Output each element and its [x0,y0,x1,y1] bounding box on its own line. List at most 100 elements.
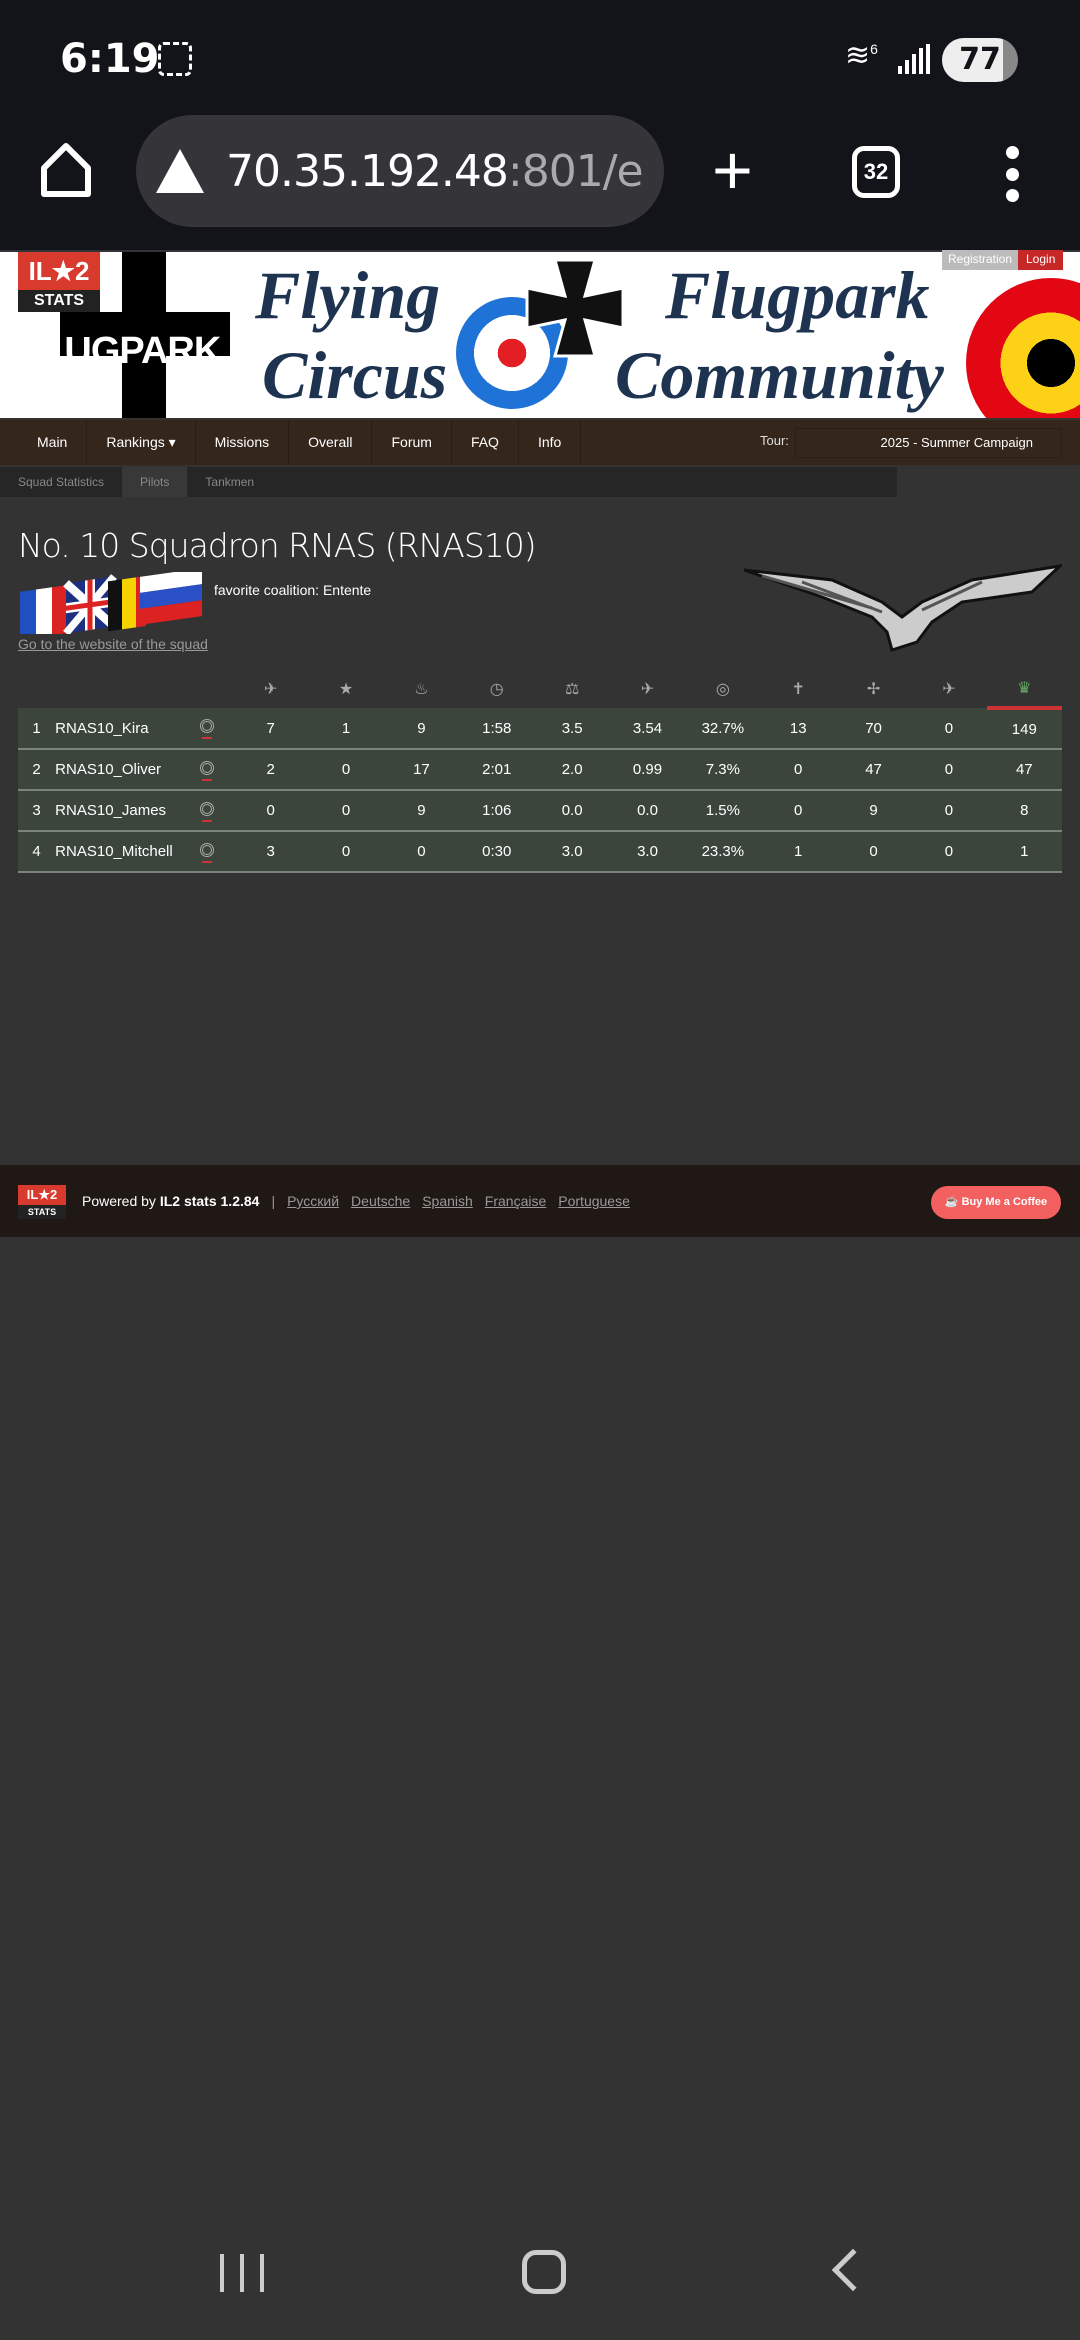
stat-cell: 0 [911,749,987,791]
stat-cell: 8 [986,790,1062,832]
back-button[interactable] [831,2248,875,2292]
stat-cell: 0 [383,831,460,873]
squad-website-link[interactable]: Go to the website of the squad [18,636,208,652]
nav-missions[interactable]: Missions [196,420,290,465]
target-icon[interactable] [199,842,214,863]
aircraft-ratio-icon[interactable]: ✈ [640,681,655,698]
target-icon[interactable] [199,719,214,739]
tab-tankmen[interactable]: Tankmen [205,475,255,489]
balance-icon[interactable]: ⚖ [564,681,580,698]
stat-cell: 2:01 [459,749,535,791]
registration-link[interactable]: Registration [942,250,1019,270]
tab-count-button[interactable]: 32 [852,146,900,198]
stat-cell: 3.5 [534,708,610,750]
stat-cell: 3.0 [609,831,686,873]
buy-me-a-coffee-button[interactable]: ☕ Buy Me a Coffee [931,1186,1061,1219]
system-home-button[interactable] [522,2250,566,2294]
tab-squad-statistics[interactable]: Squad Statistics [18,475,105,489]
stat-cell: 0.0 [609,790,686,832]
stat-cell: 2.0 [534,749,610,791]
clock-icon[interactable]: ◷ [489,681,504,698]
home-icon[interactable] [40,142,92,198]
table-row[interactable]: 2 RNAS10_Oliver 2 0 17 2:01 2.0 0.99 7.3% 0 47 0 47 [18,749,1062,791]
battery-icon: 77 [942,38,1018,82]
pilots-table: ✈ ★ ♨ ◷ ⚖ ✈ ◎ ✝ ✢ ✈ ♛ 1 RNAS10_Kira 7 1 9 1:58 3.5 3.54 32… [18,670,1062,873]
nav-forum[interactable]: Forum [372,420,452,465]
il2-stats-logo[interactable]: IL★2 STATS [18,252,100,312]
aircraft-kills-icon[interactable]: ✈ [263,681,278,698]
pilot-name[interactable]: RNAS10_Oliver [55,749,181,791]
target-icon[interactable]: ◎ [715,681,730,698]
target-icon[interactable] [199,801,214,822]
table-row[interactable]: 1 RNAS10_Kira 7 1 9 1:58 3.5 3.54 32.7% 13 70 0 149 [18,708,1062,750]
stat-cell: 23.3% [685,831,761,873]
aircraft-icon[interactable]: ✢ [866,681,881,698]
lang-german[interactable]: Deutsche [351,1193,411,1209]
black-cross-bar [60,312,230,356]
lang-spanish[interactable]: Spanish [422,1193,473,1209]
lang-portuguese[interactable]: Portuguese [558,1193,630,1209]
more-menu-icon[interactable] [1000,146,1024,202]
sub-nav: Squad Statistics Pilots Tankmen [0,467,897,497]
stat-cell: 0.99 [609,749,686,791]
stat-cell: 0 [911,831,987,873]
signal-icon [898,44,930,74]
new-tab-button[interactable]: + [712,131,753,209]
pilot-target-cell[interactable] [180,749,234,791]
tab-pilots[interactable]: Pilots [122,467,188,497]
nav-main[interactable]: Main [18,420,88,465]
trophy-icon[interactable]: ♛ [986,670,1062,710]
stat-cell: 0 [308,749,384,791]
bomber-icon[interactable]: ✈ [942,681,956,698]
star-icon[interactable]: ★ [338,681,354,698]
status-time: 6:19 [60,36,160,82]
stat-cell: 3.0 [534,831,610,873]
favorite-coalition: favorite coalition: Entente [214,582,372,598]
light-aircraft-icon[interactable]: ✝ [791,681,805,698]
table-row[interactable]: 4 RNAS10_Mitchell 3 0 0 0:30 3.0 3.0 23.3% 1 0 0 1 [18,831,1062,873]
rank: 2 [18,749,56,791]
banner-title-1: Flying [255,257,441,333]
stat-cell: 149 [986,708,1062,750]
pilot-target-cell[interactable] [180,708,234,750]
nav-rankings[interactable]: Rankings ▾ [87,420,196,465]
table-row[interactable]: 3 RNAS10_James 0 0 9 1:06 0.0 0.0 1.5% 0 9 0 8 [18,790,1062,832]
stat-cell: 1 [986,831,1062,873]
lang-french[interactable]: Française [484,1193,547,1209]
target-icon[interactable] [199,760,214,781]
url-bar[interactable]: 70.35.192.48:801/en/| [136,115,664,227]
stat-cell: 0 [233,790,309,832]
recent-apps-button[interactable] [220,2254,264,2292]
coffee-cup-icon: ☕ [944,1196,962,1208]
nav-overall[interactable]: Overall [289,420,373,465]
stat-cell: 7.3% [685,749,761,791]
squad-eagle-emblem [743,564,1062,652]
pilot-target-cell[interactable] [180,831,234,873]
stat-cell: 9 [383,708,460,750]
tour-label: Tour: [760,433,789,448]
stat-cell: 0 [760,790,836,832]
site-banner: FLUGPARK IL★2 STATS Flying Circus Flugpar… [0,252,1080,418]
url-text[interactable]: 70.35.192.48:801/en/| [226,145,646,197]
lang-russian[interactable]: Русский [287,1193,340,1209]
tour-select[interactable]: 2025 - Summer Campaign [795,428,1062,458]
stat-cell: 0 [308,790,384,832]
table-header: ✈ ★ ♨ ◷ ⚖ ✈ ◎ ✝ ✢ ✈ ♛ [18,670,1062,710]
separator: | [271,1193,276,1209]
nav-info[interactable]: Info [519,420,582,465]
stat-cell: 17 [383,749,460,791]
stat-cell: 47 [986,749,1062,791]
rank: 3 [18,790,56,832]
pilot-name[interactable]: RNAS10_Mitchell [55,831,181,873]
pilot-target-cell[interactable] [180,790,234,832]
fire-icon[interactable]: ♨ [414,681,429,698]
footer-il2-logo[interactable]: IL★2 STATS [18,1185,66,1219]
flugpark-text: FLUGPARK [20,330,221,372]
login-link[interactable]: Login [1018,250,1064,270]
nav-faq[interactable]: FAQ [452,420,519,465]
pilot-name[interactable]: RNAS10_Kira [55,708,181,750]
stat-cell: 0 [308,831,384,873]
stat-cell: 32.7% [685,708,761,750]
pilot-name[interactable]: RNAS10_James [55,790,181,832]
warning-icon [156,149,204,193]
